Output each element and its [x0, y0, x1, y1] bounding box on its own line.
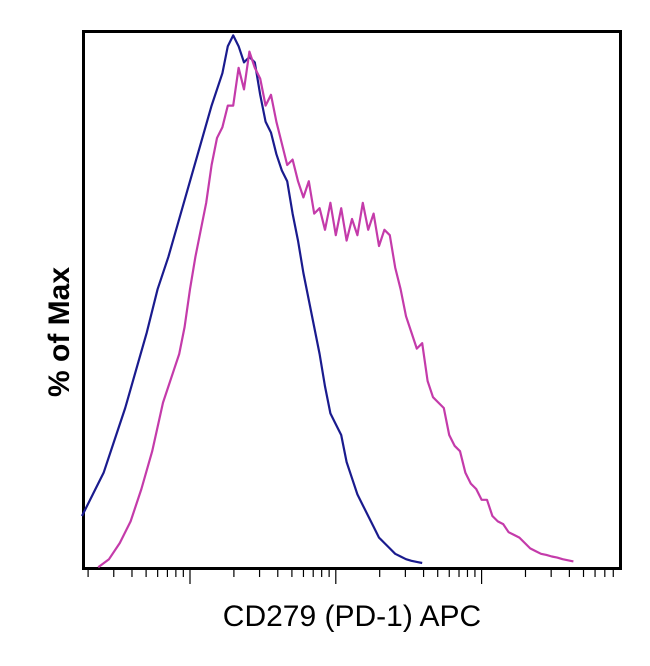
series-pd1-stained: [98, 52, 573, 568]
y-axis-label: % of Max: [43, 197, 77, 397]
series-isotype-control: [82, 35, 422, 563]
x-axis-label: CD279 (PD-1) APC: [82, 600, 622, 634]
figure-container: % of Max CD279 (PD-1) APC: [0, 0, 650, 666]
histogram-plot: [82, 30, 622, 600]
